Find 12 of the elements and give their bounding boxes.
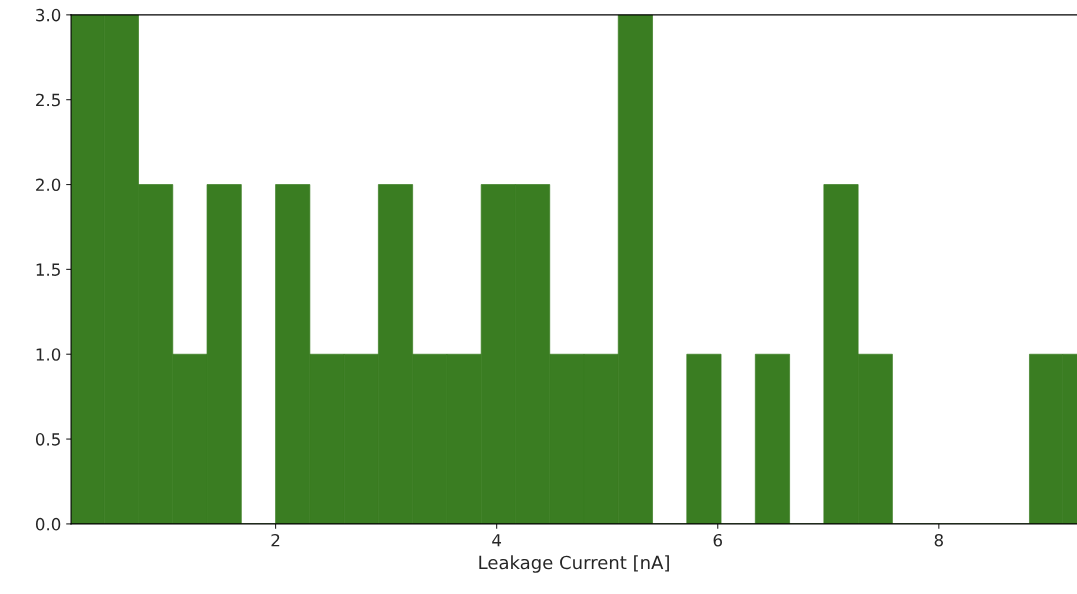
x-tick-label: 4 — [492, 534, 502, 547]
x-tick-label: 2 — [271, 533, 280, 547]
y-tick-label: 2.0 — [36, 178, 61, 192]
y-tick-label: 0.5 — [35, 433, 60, 446]
x-axis-title: Leakage Current [nA] — [479, 555, 669, 573]
y-tick-label: 1.0 — [36, 348, 61, 361]
x-tick-label: 6 — [713, 533, 722, 547]
x-tick-label: 8 — [934, 533, 943, 547]
y-tick-label: 3.0 — [36, 8, 61, 22]
y-tick-label: 2.5 — [36, 93, 60, 107]
y-tick-label: 0.0 — [35, 517, 61, 531]
y-tick-label: 1.5 — [36, 263, 60, 276]
